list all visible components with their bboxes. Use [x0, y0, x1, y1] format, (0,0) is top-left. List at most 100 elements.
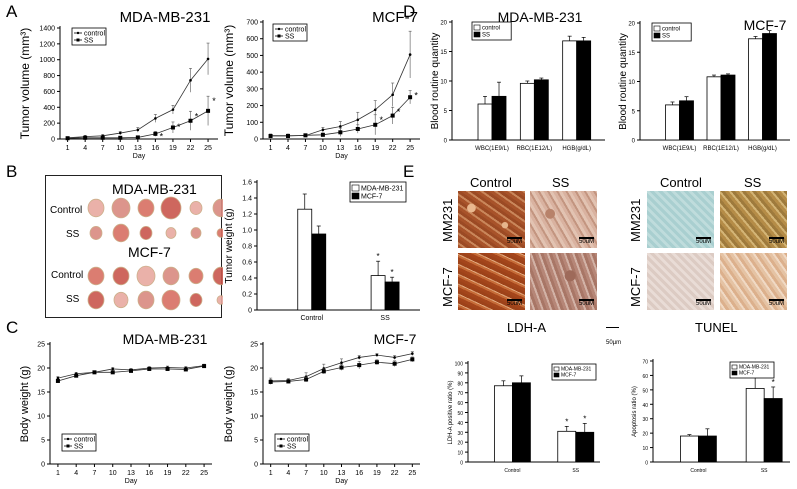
- legend-marker-ss: [76, 38, 80, 42]
- bar-chart-D1: 0 5 10 15 20 MDA-MB-231 Blood routine quantity…: [430, 9, 605, 152]
- y-tick-label: 15: [440, 50, 447, 56]
- legend-label: MCF-7: [739, 371, 754, 377]
- data-point-ss: [373, 122, 378, 127]
- bar-chart-E2: 0 10 20 30 40 50 60 70 Apoptosis ratio (%) Contro…: [632, 359, 790, 474]
- data-point-control: [136, 128, 140, 132]
- data-point-ss: [188, 118, 193, 123]
- legend-label: SS: [84, 38, 94, 45]
- data-point-control: [321, 128, 325, 132]
- histo-ldh-mcf7-ss: 50uM: [530, 253, 597, 310]
- x-tick-label: SS: [761, 468, 768, 474]
- y-tick-label: 0: [51, 137, 55, 144]
- x-tick-label: 16: [355, 470, 363, 477]
- legend-box: [71, 27, 107, 46]
- x-axis-label: Day: [125, 478, 138, 485]
- legend-swatch: [473, 31, 481, 38]
- histo-col-control: Control: [470, 175, 512, 190]
- legend-box: [274, 433, 310, 452]
- panel-label-a: A: [6, 2, 18, 21]
- x-tick-label: 1: [66, 145, 70, 152]
- x-tick-label: 19: [164, 470, 172, 477]
- data-point-ss: [110, 370, 115, 375]
- photo-title-mda: MDA-MB-231: [112, 181, 197, 197]
- data-point-control: [391, 93, 394, 97]
- tumor-images: [87, 196, 223, 311]
- bar-MCF-7-SS: [763, 398, 783, 463]
- bar-control-RBC(1E12/L): [519, 82, 535, 141]
- data-point-ss: [206, 108, 211, 113]
- legend-marker-control: [76, 31, 80, 35]
- tumor-specimen: [188, 267, 204, 285]
- legend-swatch: [351, 192, 360, 200]
- scale-bar: 50uM: [578, 237, 594, 245]
- y-tick-label: 15: [628, 51, 635, 57]
- y-tick-label: 200: [246, 103, 258, 110]
- x-tick-label: 25: [200, 470, 208, 477]
- significance-star: *: [565, 417, 568, 426]
- legend-box: [349, 181, 407, 203]
- x-tick-label: 13: [338, 470, 346, 477]
- histo-tunel-mcf7-control: 50uM: [647, 253, 714, 310]
- tumor-specimen: [162, 266, 180, 286]
- line-chart-C1: 0 5 10 15 20 25 MDA-MB-231 Body weight (g) 1 4 7 10…: [19, 331, 212, 485]
- x-tick-label: 4: [286, 470, 290, 477]
- tunel-title: TUNEL: [695, 320, 738, 335]
- y-tick-label: 20: [628, 22, 635, 28]
- histo-ldh-mm231-control: 50uM: [458, 191, 525, 248]
- x-tick-label: 22: [391, 470, 399, 477]
- y-tick-label: 70: [457, 391, 463, 397]
- histo-col-ss: SS: [552, 175, 570, 190]
- tumor-specimen: [212, 266, 223, 286]
- data-point-control: [393, 356, 396, 359]
- x-tick-label: 10: [319, 145, 327, 152]
- x-tick-label: 4: [74, 470, 78, 477]
- x-tick-label: 22: [182, 470, 190, 477]
- data-point-control: [357, 356, 361, 359]
- x-tick-label: 10: [320, 470, 328, 477]
- legend-label: SS: [285, 34, 295, 41]
- x-tick-label: 4: [286, 145, 290, 152]
- data-point-ss: [339, 365, 344, 370]
- histo-col-ss-2: SS: [744, 175, 762, 190]
- data-point-ss: [321, 369, 326, 374]
- legend-box: [272, 23, 308, 42]
- chart-title: MDA-MB-231: [498, 9, 583, 25]
- y-tick-label: 0: [254, 137, 258, 144]
- legend-label: MDA-MB-231: [561, 367, 592, 373]
- legend-swatch: [731, 364, 738, 370]
- tumor-specimen: [111, 197, 131, 219]
- legend-label: control: [482, 26, 500, 32]
- chart-title: MCF-7: [374, 331, 417, 347]
- bar-SS-RBC(1E12/L): [720, 74, 736, 141]
- y-tick-label: 80: [457, 381, 463, 387]
- legend-swatch: [653, 25, 661, 32]
- y-axis-label: Blood routine quantity: [618, 33, 629, 130]
- tumor-specimen: [112, 266, 130, 286]
- panel-label-b: B: [6, 162, 18, 181]
- panel-label-e: E: [403, 162, 415, 181]
- tumor-specimen: [190, 227, 202, 239]
- data-point-control: [154, 117, 157, 120]
- x-tick-label: 19: [371, 145, 379, 152]
- data-point-ss: [338, 130, 343, 135]
- y-axis-label: Tumor volume (mm³): [222, 25, 236, 137]
- data-point-control: [373, 108, 377, 112]
- y-tick-label: 20: [457, 441, 463, 447]
- data-point-ss: [170, 125, 175, 130]
- tumor-specimen: [212, 198, 223, 218]
- legend-box: [551, 363, 597, 381]
- x-tick-label: 19: [169, 145, 177, 152]
- data-point-control: [206, 57, 210, 61]
- bar-MDA-MB-231-Control: [297, 208, 313, 311]
- x-tick-label: 16: [151, 145, 159, 152]
- bar-MCF-7-Control: [512, 382, 531, 463]
- scale-bar: 50uM: [695, 299, 711, 307]
- legend-label: MDA-MB-231: [361, 186, 404, 193]
- y-tick-label: 25: [37, 342, 45, 349]
- x-tick-label: RBC(1E12/L): [703, 146, 739, 152]
- x-axis-label: Day: [133, 153, 146, 160]
- data-point-ss: [83, 135, 88, 140]
- legend-label: MDA-MB-231: [739, 365, 770, 371]
- x-tick-label: 25: [408, 470, 416, 477]
- x-tick-label: 10: [116, 145, 124, 152]
